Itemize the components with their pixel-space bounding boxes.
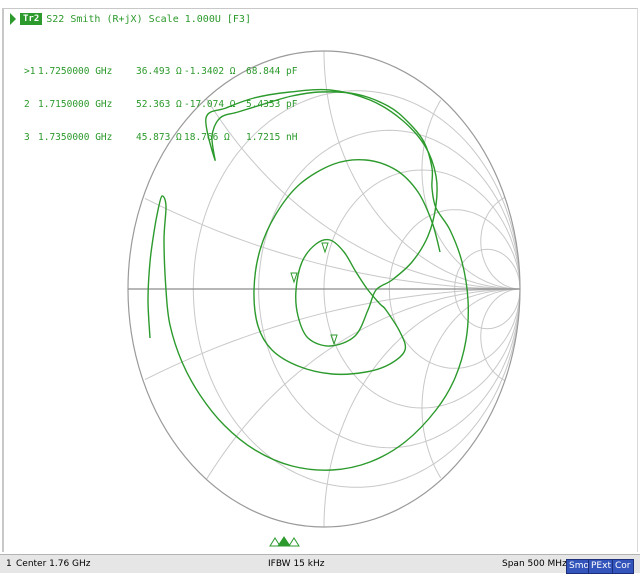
reactance-arc bbox=[206, 288, 520, 480]
stimulus-markers bbox=[269, 536, 300, 547]
reactance-arc bbox=[421, 288, 520, 479]
stimulus-marker-right bbox=[288, 537, 300, 547]
marker-triangle[interactable] bbox=[330, 334, 338, 346]
reactance-arc bbox=[206, 98, 520, 290]
reactance-arc bbox=[480, 288, 520, 381]
marker-triangle[interactable] bbox=[321, 242, 329, 254]
reactance-arc bbox=[323, 288, 520, 527]
active-trace-arrow-icon bbox=[10, 13, 16, 25]
reactance-arc bbox=[323, 51, 520, 290]
marker-resistance: 36.493 Ω bbox=[136, 66, 182, 77]
marker-equivalent: 5.4353 pF bbox=[246, 99, 298, 110]
marker-row-3: 3 1.7350000 GHz 45.873 Ω 18.766 Ω 1.7215… bbox=[24, 132, 306, 143]
channel-number[interactable]: 1 bbox=[6, 559, 12, 569]
marker-frequency: 1.7350000 GHz bbox=[38, 132, 113, 143]
marker-triangle[interactable] bbox=[290, 272, 298, 284]
trace-header[interactable]: Tr2 S22 Smith (R+jX) Scale 1.000U [F3] bbox=[10, 12, 251, 26]
marker-frequency: 1.7150000 GHz bbox=[38, 99, 113, 110]
trace-badge[interactable]: Tr2 bbox=[20, 13, 43, 25]
marker-table: >1 1.7250000 GHz 36.493 Ω -1.3402 Ω 68.8… bbox=[24, 44, 306, 165]
plot-area bbox=[2, 8, 638, 552]
reactance-arc bbox=[480, 197, 520, 290]
s22-trace bbox=[147, 88, 469, 471]
smith-chart bbox=[127, 50, 521, 547]
marker-id: >1 bbox=[24, 66, 36, 77]
marker-reactance: -1.3402 Ω bbox=[184, 66, 236, 77]
trace-header-text: S22 Smith (R+jX) Scale 1.000U [F3] bbox=[46, 13, 251, 25]
marker-equivalent: 68.844 pF bbox=[246, 66, 298, 77]
reactance-arc bbox=[144, 197, 520, 290]
center-frequency[interactable]: Center 1.76 GHz bbox=[16, 559, 91, 569]
marker-resistance: 52.363 Ω bbox=[136, 99, 182, 110]
status-bar: 1 Center 1.76 GHz IFBW 15 kHz Span 500 M… bbox=[0, 554, 640, 574]
marker-row-2: 2 1.7150000 GHz 52.363 Ω -17.074 Ω 5.435… bbox=[24, 99, 306, 110]
ifbw-setting[interactable]: IFBW 15 kHz bbox=[268, 559, 325, 569]
marker-id: 2 bbox=[24, 99, 30, 110]
marker-equivalent: 1.7215 nH bbox=[246, 132, 298, 143]
marker-resistance: 45.873 Ω bbox=[136, 132, 182, 143]
marker-id: 3 bbox=[24, 132, 30, 143]
stimulus-marker-active bbox=[277, 536, 291, 547]
stimulus-marker-left bbox=[269, 537, 281, 547]
marker-reactance: -17.074 Ω bbox=[184, 99, 236, 110]
marker-reactance: 18.766 Ω bbox=[184, 132, 230, 143]
reactance-arc bbox=[144, 288, 520, 381]
marker-glyphs bbox=[290, 242, 338, 346]
span-setting[interactable]: Span 500 MHz bbox=[502, 559, 567, 569]
marker-row-1: >1 1.7250000 GHz 36.493 Ω -1.3402 Ω 68.8… bbox=[24, 66, 306, 77]
marker-frequency: 1.7250000 GHz bbox=[38, 66, 113, 77]
